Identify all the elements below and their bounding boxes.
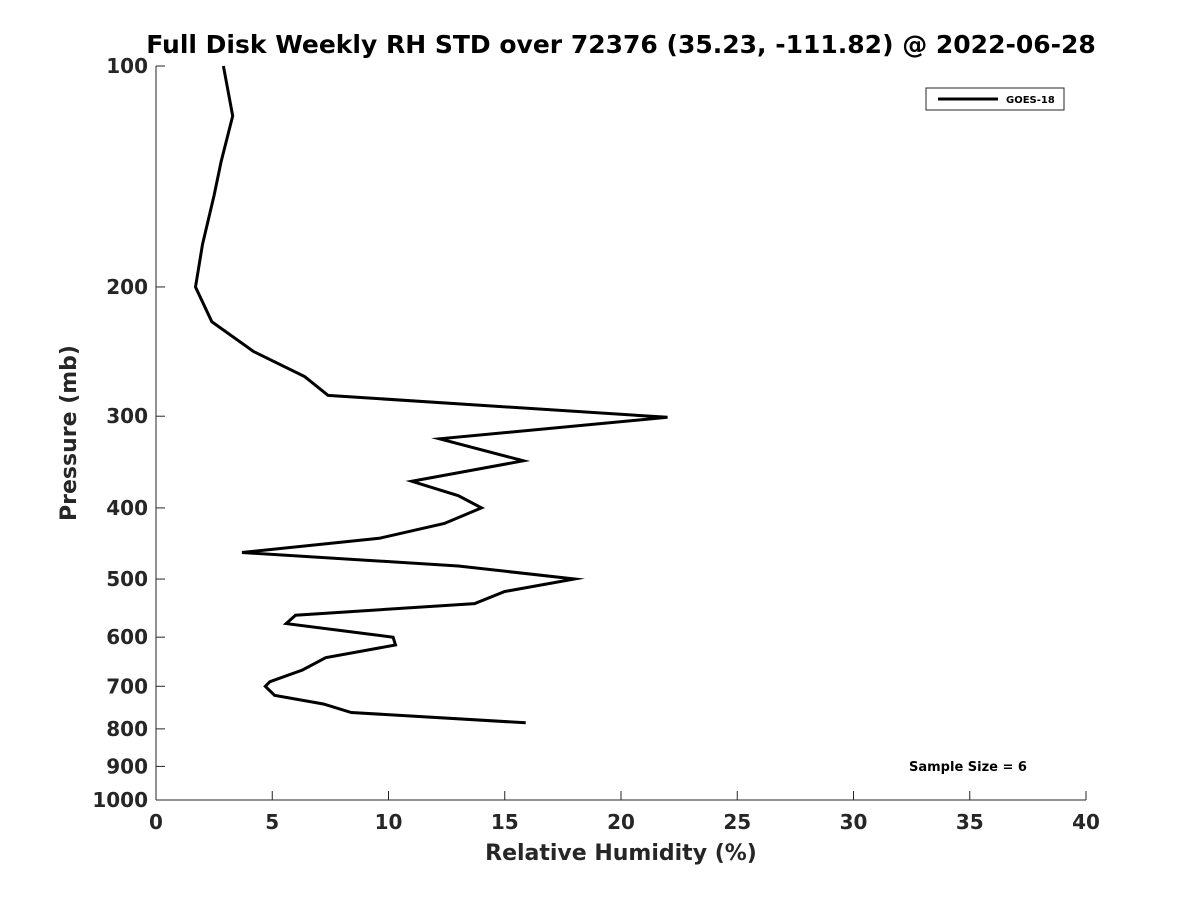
x-tick-label: 15 (491, 810, 519, 834)
y-tick-label: 800 (106, 717, 148, 741)
y-tick-label: 600 (106, 625, 148, 649)
x-tick-label: 25 (723, 810, 751, 834)
y-tick-label: 500 (106, 567, 148, 591)
x-tick-label: 5 (265, 810, 279, 834)
y-axis-label: Pressure (mb) (57, 345, 82, 521)
series-layer (193, 65, 668, 725)
y-tick-label: 200 (106, 275, 148, 299)
y-tick-label: 100 (106, 54, 148, 78)
x-tick-label: 30 (840, 810, 868, 834)
x-tick-label: 20 (607, 810, 635, 834)
y-ticks: 100 200 300 400 500 600 700 800 900 1000 (92, 54, 165, 812)
x-ticks: 0 5 10 15 20 25 30 35 40 (149, 791, 1100, 834)
y-tick-label: 700 (106, 674, 148, 698)
x-tick-label: 40 (1072, 810, 1100, 834)
x-tick-label: 35 (956, 810, 984, 834)
x-tick-label: 0 (149, 810, 163, 834)
chart-title: Full Disk Weekly RH STD over 72376 (35.2… (146, 30, 1096, 59)
legend: GOES-18 (925, 87, 1065, 111)
y-tick-label: 1000 (92, 788, 148, 812)
y-tick-label: 400 (106, 496, 148, 520)
x-tick-label: 10 (375, 810, 403, 834)
y-tick-label: 900 (106, 754, 148, 778)
x-axis-label: Relative Humidity (%) (485, 841, 757, 866)
y-tick-label: 300 (106, 404, 148, 428)
sample-size-note: Sample Size = 6 (909, 760, 1027, 775)
plot-background (156, 66, 1086, 800)
series-line-goes-18 (193, 65, 668, 725)
legend-label-goes-18: GOES-18 (1006, 95, 1055, 106)
